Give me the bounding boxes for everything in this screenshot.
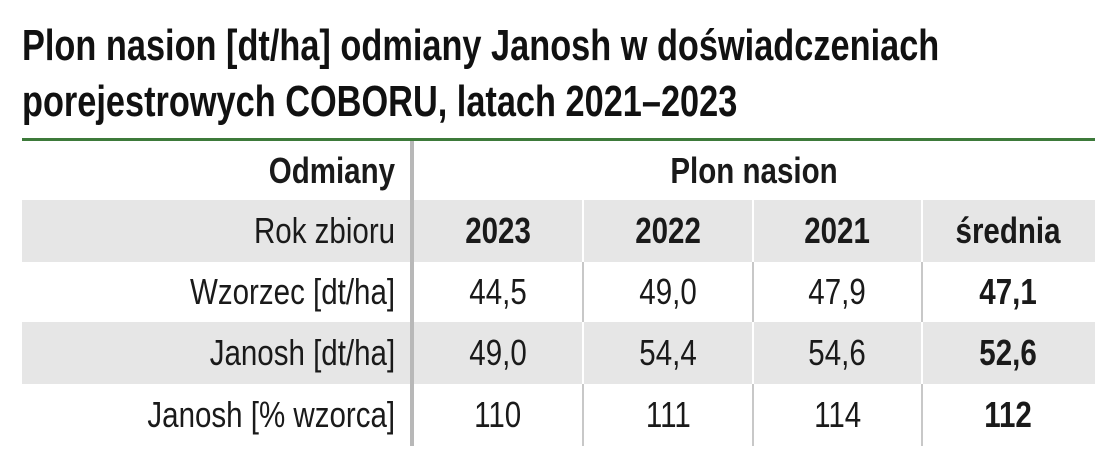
row-label-text: Janosh [dt/ha] bbox=[209, 332, 395, 373]
group-header-text: Plon nasion bbox=[670, 149, 838, 191]
value-cell: 47,1 bbox=[922, 262, 1095, 322]
row-label-header: Rok zbioru bbox=[22, 200, 395, 262]
column-header: Odmiany bbox=[22, 141, 395, 200]
column-label-text: 2022 bbox=[635, 210, 701, 251]
value-cell-text: 52,6 bbox=[979, 332, 1038, 373]
column-label-text: 2023 bbox=[465, 210, 531, 251]
column-label: 2022 bbox=[583, 200, 753, 262]
value-cell-text: 110 bbox=[474, 394, 522, 435]
cell-divider bbox=[752, 384, 754, 446]
cell-divider bbox=[582, 322, 584, 384]
cell-divider bbox=[921, 322, 923, 384]
value-cell-text: 54,4 bbox=[639, 332, 697, 373]
cell-divider bbox=[582, 262, 584, 322]
value-cell-text: 49,0 bbox=[469, 332, 527, 373]
value-cell: 54,6 bbox=[753, 322, 922, 384]
column-label-text: średnia bbox=[955, 210, 1062, 251]
value-cell-text: 47,1 bbox=[979, 271, 1038, 312]
value-cell: 49,0 bbox=[413, 322, 583, 384]
cell-divider bbox=[582, 200, 584, 262]
cell-divider bbox=[582, 384, 584, 446]
column-label: średnia bbox=[922, 200, 1095, 262]
row-label: Wzorzec [dt/ha] bbox=[22, 262, 395, 322]
value-cell: 54,4 bbox=[583, 322, 753, 384]
value-cell-text: 112 bbox=[984, 394, 1033, 435]
value-cell-text: 47,9 bbox=[808, 271, 867, 312]
column-label: 2023 bbox=[413, 200, 583, 262]
column-label-text: 2021 bbox=[804, 210, 871, 251]
column-label: 2021 bbox=[753, 200, 922, 262]
value-cell-text: 54,6 bbox=[808, 332, 867, 373]
row-shade bbox=[22, 200, 1095, 262]
title-line: porejestrowych COBORU, latach 2021–2023 bbox=[22, 77, 738, 126]
cell-divider bbox=[752, 262, 754, 322]
row-label-text: Janosh [% wzorca] bbox=[147, 394, 395, 435]
cell-divider bbox=[752, 200, 754, 262]
cell-divider bbox=[921, 200, 923, 262]
value-cell-text: 49,0 bbox=[639, 271, 697, 312]
cell-divider bbox=[921, 384, 923, 446]
group-header: Plon nasion bbox=[413, 141, 1095, 200]
cell-divider bbox=[752, 322, 754, 384]
row-shade bbox=[22, 322, 1095, 384]
title-rule bbox=[22, 138, 1095, 141]
value-cell: 44,5 bbox=[413, 262, 583, 322]
value-cell: 111 bbox=[583, 384, 753, 446]
row-label-header-text: Rok zbioru bbox=[253, 210, 395, 251]
cell-divider bbox=[921, 262, 923, 322]
column-divider bbox=[410, 141, 414, 446]
value-cell-text: 44,5 bbox=[469, 271, 527, 312]
row-label: Janosh [dt/ha] bbox=[22, 322, 395, 384]
row-label-text: Wzorzec [dt/ha] bbox=[189, 271, 395, 312]
value-cell: 49,0 bbox=[583, 262, 753, 322]
value-cell: 47,9 bbox=[753, 262, 922, 322]
value-cell-text: 111 bbox=[645, 394, 691, 435]
value-cell-text: 114 bbox=[813, 394, 862, 435]
column-header-text: Odmiany bbox=[268, 149, 395, 191]
value-cell: 112 bbox=[922, 384, 1095, 446]
value-cell: 52,6 bbox=[922, 322, 1095, 384]
value-cell: 114 bbox=[753, 384, 922, 446]
value-cell: 110 bbox=[413, 384, 583, 446]
title-line: Plon nasion [dt/ha] odmiany Janosh w doś… bbox=[22, 21, 940, 70]
row-label: Janosh [% wzorca] bbox=[22, 384, 395, 446]
